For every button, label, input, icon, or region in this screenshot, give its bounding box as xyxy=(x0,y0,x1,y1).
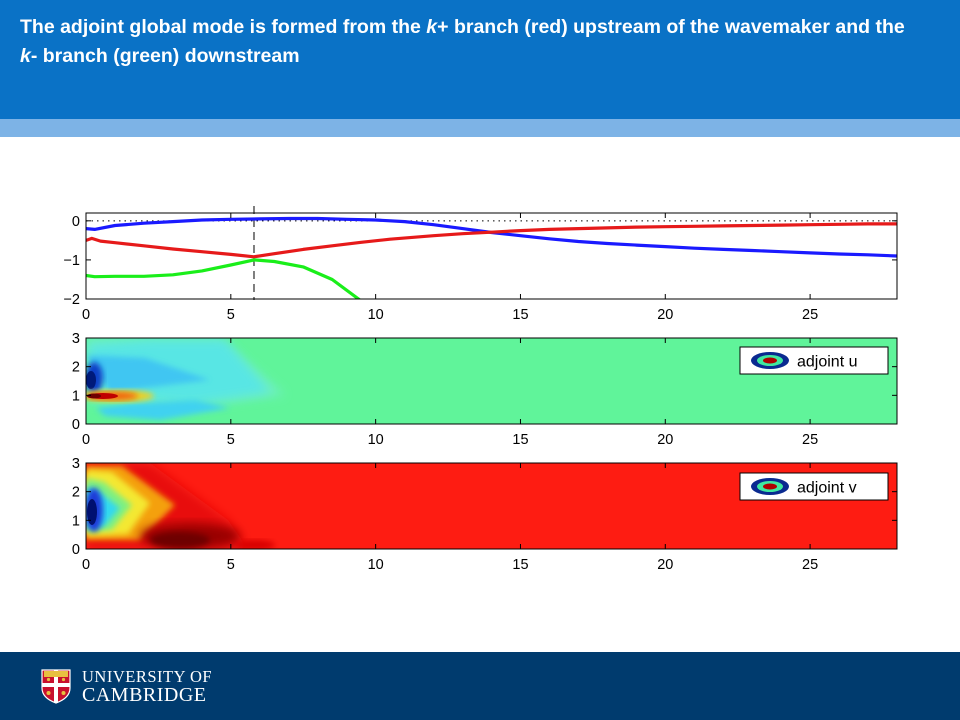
heatmap-v-region-darkest-red xyxy=(150,532,210,548)
y-tick-label: 3 xyxy=(72,331,80,347)
legend-v-label: adjoint v xyxy=(797,480,857,497)
x-tick-label: 20 xyxy=(657,307,673,323)
y-tick-label: 1 xyxy=(72,513,80,529)
legend-v: adjoint v xyxy=(739,472,889,501)
x-tick-label: 20 xyxy=(657,432,673,448)
y-tick-label: 2 xyxy=(72,485,80,501)
y-tick-label: 0 xyxy=(72,214,80,230)
x-tick-label: 5 xyxy=(227,307,235,323)
panel-1-frame xyxy=(85,212,898,300)
title-accent-bar xyxy=(0,119,960,137)
x-tick-label: 0 xyxy=(82,432,90,448)
heatmap-u-field xyxy=(86,338,285,420)
x-tick-label: 5 xyxy=(227,557,235,573)
series-line-1 xyxy=(86,216,897,258)
x-tick-label: 25 xyxy=(802,557,818,573)
y-tick-label: −1 xyxy=(63,253,80,269)
heatmap-u-region-dark-red xyxy=(87,393,101,399)
y-tick-label: 0 xyxy=(72,542,80,558)
series-line-2 xyxy=(86,222,897,259)
heatmap-u-region-dark-blue xyxy=(86,371,96,389)
university-wordmark: UNIVERSITY OF CAMBRIDGE xyxy=(82,667,212,705)
x-tick-label: 15 xyxy=(512,557,528,573)
x-tick-label: 20 xyxy=(657,557,673,573)
wordmark-line-1: UNIVERSITY OF xyxy=(82,667,213,686)
x-tick-label: 15 xyxy=(512,432,528,448)
heatmap-v-field xyxy=(86,463,275,549)
x-tick-label: 15 xyxy=(512,307,528,323)
y-tick-label: 0 xyxy=(72,417,80,433)
legend-u-label: adjoint u xyxy=(797,354,858,371)
slide-title: The adjoint global mode is formed from t… xyxy=(20,16,905,67)
x-tick-label: 10 xyxy=(368,557,384,573)
heatmap-u-region-lower-blue xyxy=(96,400,230,420)
line-panel-background xyxy=(86,213,897,299)
legend-v-swatch-inner xyxy=(763,483,777,490)
legend-u: adjoint u xyxy=(739,346,889,375)
y-tick-label: 1 xyxy=(72,388,80,404)
footer-bar xyxy=(0,652,960,720)
title-bar xyxy=(0,0,960,119)
x-tick-label: 0 xyxy=(82,307,90,323)
y-tick-label: 2 xyxy=(72,360,80,376)
series-line-3 xyxy=(86,258,362,299)
heatmap-v-region-dark-blue xyxy=(87,499,97,525)
legend-u-box xyxy=(739,346,889,375)
x-tick-label: 5 xyxy=(227,432,235,448)
line-panel: 0 5 10 15 20 25 0 −1 −2 xyxy=(63,206,898,323)
heatmap-u-region-light-blue xyxy=(86,355,210,392)
x-tick-label: 10 xyxy=(368,432,384,448)
panel-2-frame xyxy=(85,337,898,425)
heatmap-v-region-band xyxy=(235,540,275,549)
wordmark-line-2: CAMBRIDGE xyxy=(82,684,207,706)
x-tick-label: 10 xyxy=(368,307,384,323)
panel-3-frame xyxy=(85,462,898,550)
x-tick-label: 25 xyxy=(802,432,818,448)
x-tick-label: 0 xyxy=(82,557,90,573)
legend-u-swatch-inner xyxy=(763,357,777,364)
university-crest-icon xyxy=(41,669,71,704)
y-tick-label: 3 xyxy=(72,456,80,472)
y-tick-label: −2 xyxy=(63,292,80,308)
x-tick-label: 25 xyxy=(802,307,818,323)
